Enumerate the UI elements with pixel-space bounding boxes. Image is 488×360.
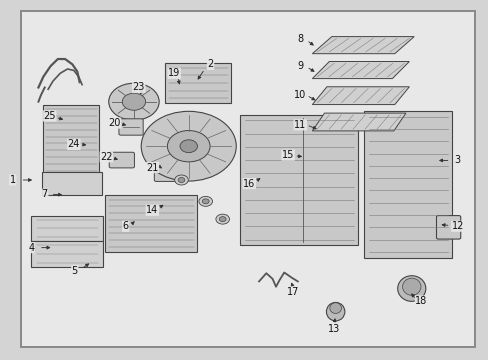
- Circle shape: [174, 175, 188, 185]
- FancyBboxPatch shape: [31, 241, 103, 267]
- Text: 17: 17: [286, 287, 299, 297]
- Text: 16: 16: [243, 179, 255, 189]
- Circle shape: [219, 217, 225, 222]
- Text: 25: 25: [43, 111, 56, 121]
- Bar: [43, 105, 99, 175]
- Ellipse shape: [326, 302, 344, 321]
- Text: 12: 12: [451, 221, 463, 231]
- Polygon shape: [312, 87, 408, 104]
- Polygon shape: [312, 37, 413, 54]
- Circle shape: [167, 131, 210, 162]
- Text: 13: 13: [327, 324, 340, 334]
- Text: 10: 10: [293, 90, 306, 100]
- FancyBboxPatch shape: [436, 216, 460, 239]
- Circle shape: [216, 214, 229, 224]
- Text: 20: 20: [108, 118, 121, 128]
- Circle shape: [178, 177, 184, 183]
- FancyBboxPatch shape: [168, 83, 188, 95]
- FancyBboxPatch shape: [165, 63, 231, 103]
- Ellipse shape: [397, 276, 425, 301]
- Text: 11: 11: [293, 120, 306, 130]
- Text: 15: 15: [282, 150, 294, 160]
- Text: 9: 9: [297, 61, 303, 71]
- Circle shape: [108, 83, 159, 120]
- Text: 5: 5: [72, 266, 78, 276]
- FancyBboxPatch shape: [104, 195, 197, 252]
- Text: 6: 6: [122, 221, 128, 231]
- Circle shape: [180, 140, 197, 153]
- Ellipse shape: [329, 303, 341, 314]
- Text: 21: 21: [146, 163, 158, 172]
- Text: 24: 24: [67, 139, 80, 149]
- Circle shape: [252, 170, 265, 179]
- Circle shape: [202, 199, 209, 204]
- Circle shape: [199, 196, 212, 206]
- FancyBboxPatch shape: [154, 165, 179, 181]
- Text: 3: 3: [454, 156, 460, 166]
- FancyBboxPatch shape: [42, 172, 102, 195]
- Text: 4: 4: [28, 243, 34, 253]
- Polygon shape: [312, 62, 408, 78]
- Text: 23: 23: [132, 82, 145, 93]
- Text: 8: 8: [297, 35, 303, 44]
- Text: 22: 22: [100, 152, 112, 162]
- Ellipse shape: [402, 278, 420, 295]
- FancyBboxPatch shape: [31, 216, 103, 241]
- Text: 18: 18: [414, 296, 427, 306]
- Text: 19: 19: [168, 68, 180, 78]
- Text: 2: 2: [207, 59, 213, 69]
- Polygon shape: [312, 113, 405, 131]
- Text: 14: 14: [146, 205, 158, 215]
- Circle shape: [122, 93, 145, 110]
- Text: 1: 1: [10, 175, 16, 185]
- FancyBboxPatch shape: [240, 114, 357, 246]
- Circle shape: [141, 111, 236, 181]
- FancyBboxPatch shape: [109, 152, 134, 168]
- FancyBboxPatch shape: [363, 111, 451, 258]
- Text: 7: 7: [41, 189, 48, 199]
- FancyBboxPatch shape: [119, 119, 143, 135]
